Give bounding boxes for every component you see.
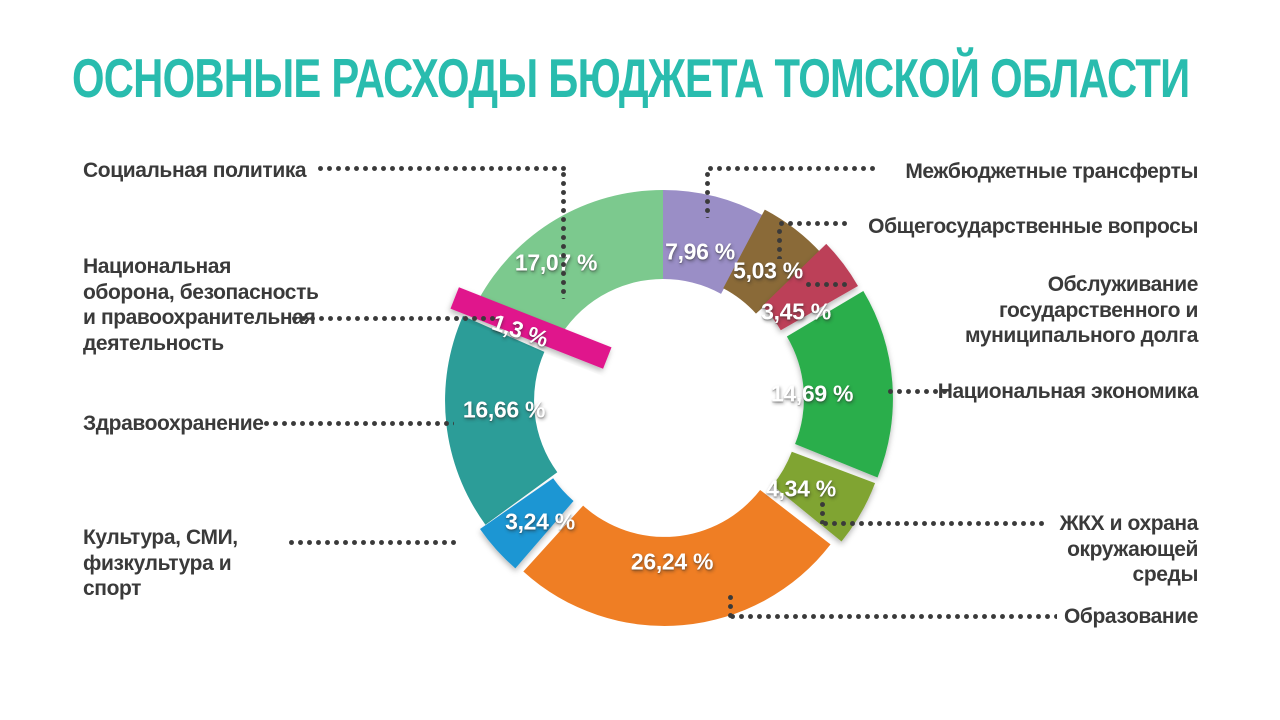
legend-social-policy: Социальная политика [83,159,307,182]
leader-line-national-economy [888,389,948,394]
slice-value-education: 26,24 % [630,548,714,575]
donut-slice-9 [478,190,663,343]
leader-line-social-policy [318,166,568,171]
leader-line-defense [292,316,496,321]
leader-line-education [730,614,1057,619]
donut-slice-5 [523,489,831,626]
leader-line-debt-service [806,282,850,287]
legend-defense: Национальная оборона, безопасность и пра… [83,255,319,355]
leader-line-state-issues-drop [777,229,782,259]
page-title: ОСНОВНЫЕ РАСХОДЫ БЮДЖЕТА ТОМСКОЙ ОБЛАСТИ [72,47,1190,109]
legend-culture-sport: Культура, СМИ, физкультура и спорт [83,526,238,600]
slice-value-state-issues: 5,03 % [733,257,803,284]
leader-line-interbudget [708,166,876,171]
donut-slice-1 [723,209,822,314]
leader-line-interbudget-drop [705,172,710,218]
donut-slice-2 [762,243,858,331]
leader-line-social-policy-drop [561,172,566,299]
legend-healthcare: Здравоохранение [83,412,264,435]
slice-value-debt-service: 3,45 % [761,298,831,325]
slice-value-interbudget-transfers: 7,96 % [665,238,735,265]
slice-value-housing-environment: 4,34 % [766,475,836,502]
legend-national-economy: Национальная экономика [937,380,1199,403]
legend-education: Образование [1064,605,1198,628]
donut-slice-6 [480,478,574,569]
donut-slice-0 [663,190,764,294]
donut-slice-7 [445,315,558,525]
leader-line-state-issues [779,221,847,226]
leader-line-housing [823,521,1044,526]
leader-line-healthcare [264,421,454,426]
legend-state-issues: Общегосударственные вопросы [868,215,1198,238]
donut-slice-8 [450,287,612,369]
legend-debt-service: Обслуживание государственного и муниципа… [964,273,1198,347]
legend-interbudget-transfers: Межбюджетные трансферты [905,160,1198,183]
donut-slice-3 [786,290,893,478]
leader-line-culture-sport [289,540,456,545]
legend-housing-environment: ЖКХ и охрана окружающей среды [1059,512,1199,586]
donut-slice-4 [772,451,876,542]
slice-value-culture-sport: 3,24 % [505,508,575,535]
slice-value-healthcare: 16,66 % [462,396,546,423]
slice-value-national-economy: 14,69 % [770,380,854,407]
slice-value-social-policy: 17,07 % [514,249,598,276]
leader-line-housing-drop [820,502,825,524]
leader-line-education-drop [728,595,733,618]
